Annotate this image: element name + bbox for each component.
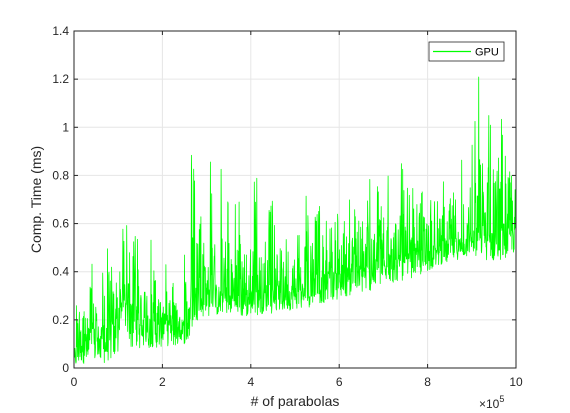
y-tick-label: 0.6 (52, 217, 69, 231)
y-tick-label: 0 (62, 361, 69, 375)
y-tick-label: 0.8 (52, 168, 69, 182)
x-axis-ticks: 0 2 4 6 8 10 (71, 31, 523, 389)
x-axis-exponent: ×105 (479, 394, 504, 411)
series-line-gpu (73, 76, 517, 365)
plot-area (74, 31, 516, 368)
y-axis-label: Comp. Time (ms) (28, 146, 44, 253)
x-tick-label: 8 (424, 375, 431, 389)
x-tick-label: 4 (247, 375, 254, 389)
plot-lines (73, 76, 517, 365)
x-tick-label: 10 (509, 375, 523, 389)
x-axis-exponent-power: 5 (499, 394, 504, 404)
x-tick-label: 6 (336, 375, 343, 389)
x-axis-exponent-base: ×10 (479, 397, 500, 411)
legend-label-gpu: GPU (475, 47, 499, 59)
y-tick-label: 1.2 (52, 72, 69, 86)
y-tick-label: 1.4 (52, 24, 69, 38)
plot-frame (73, 30, 517, 369)
y-tick-label: 0.2 (52, 313, 69, 327)
x-axis-label: # of parabolas (251, 393, 340, 409)
x-tick-label: 2 (159, 375, 166, 389)
legend: GPU (428, 41, 505, 62)
y-axis-ticks: 0 0.2 0.4 0.6 0.8 1 1.2 1.4 (52, 24, 516, 375)
x-tick-label: 0 (71, 375, 78, 389)
y-tick-label: 1 (62, 120, 69, 134)
y-tick-label: 0.4 (52, 265, 69, 279)
